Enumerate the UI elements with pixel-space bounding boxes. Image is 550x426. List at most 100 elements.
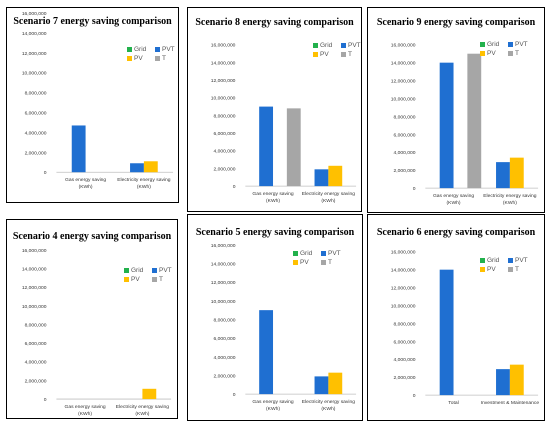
legend-label: PV bbox=[300, 259, 309, 266]
x-tick-label: Total bbox=[448, 400, 458, 406]
x-tick-label: (KWh) bbox=[79, 184, 93, 190]
x-tick-label: Gas energy saving bbox=[64, 404, 105, 410]
y-tick-label: 14,000,000 bbox=[391, 268, 416, 274]
y-tick-label: 0 bbox=[44, 170, 47, 176]
legend-item: PVT bbox=[152, 267, 172, 274]
legend-label: PV bbox=[487, 50, 496, 57]
y-tick-label: 14,000,000 bbox=[391, 61, 416, 67]
legend-item: Grid bbox=[313, 42, 332, 49]
bar-pv bbox=[509, 364, 524, 396]
chart-svg: 0 2,000,000 4,000,000 6,000,000 8,000,000 10,… bbox=[22, 11, 174, 190]
legend-swatch bbox=[341, 42, 346, 48]
legend-label: Grid bbox=[320, 42, 333, 49]
bar-pv bbox=[142, 388, 157, 400]
y-tick-label: 10,000,000 bbox=[22, 304, 47, 310]
legend-item: PVT bbox=[321, 250, 341, 257]
legend-item: PV bbox=[293, 259, 309, 266]
legend-swatch bbox=[313, 51, 318, 57]
legend-swatch bbox=[480, 50, 485, 56]
x-tick-label: Electricity energy saving bbox=[116, 404, 169, 410]
legend-swatch bbox=[508, 257, 513, 263]
legend-label: PV bbox=[487, 266, 496, 273]
legend-label: Grid bbox=[134, 46, 147, 53]
legend-item: PV bbox=[480, 266, 496, 273]
legend-label: PVT bbox=[328, 250, 341, 257]
x-tick-label: (KWh) bbox=[321, 406, 335, 412]
legend-item: T bbox=[508, 50, 519, 57]
x-tick-label: (KWh) bbox=[266, 198, 280, 204]
legend-item: PV bbox=[124, 276, 140, 283]
legend-swatch bbox=[127, 46, 132, 52]
legend-swatch bbox=[152, 276, 157, 282]
legend-item: T bbox=[321, 259, 332, 266]
legend-item: Grid bbox=[293, 250, 312, 257]
x-tick-label: Gas energy saving bbox=[433, 193, 474, 199]
legend-label: T bbox=[348, 51, 352, 58]
y-tick-label: 0 bbox=[44, 397, 47, 403]
legend-swatch bbox=[321, 259, 326, 265]
legend-swatch bbox=[480, 41, 485, 47]
chart-title: Scenario 6 energy saving comparison bbox=[376, 227, 536, 238]
legend-swatch bbox=[480, 257, 485, 263]
y-tick-label: 8,000,000 bbox=[25, 322, 47, 328]
y-tick-label: 10,000,000 bbox=[22, 71, 47, 77]
x-tick-label: (KWh) bbox=[266, 406, 280, 412]
legend-item: Grid bbox=[127, 46, 146, 53]
x-tick-label: Investment & Maintenance bbox=[481, 400, 540, 406]
x-tick-label: (KWh) bbox=[78, 411, 92, 417]
x-tick-label: Gas energy saving bbox=[252, 399, 293, 405]
chart-svg: 0 2,000,000 4,000,000 6,000,000 8,000,000 10,… bbox=[391, 43, 539, 206]
legend-label: PVT bbox=[348, 42, 361, 49]
y-tick-label: 10,000,000 bbox=[391, 96, 416, 102]
y-tick-label: 6,000,000 bbox=[213, 131, 235, 137]
y-tick-label: 6,000,000 bbox=[213, 336, 235, 342]
legend-item: PVT bbox=[155, 46, 175, 53]
chart-panel: 0 2,000,000 4,000,000 6,000,000 8,000,000 10,… bbox=[367, 214, 545, 421]
legend-label: PVT bbox=[515, 41, 528, 48]
y-tick-label: 16,000,000 bbox=[22, 248, 47, 254]
legend-item: PVT bbox=[508, 41, 528, 48]
legend-swatch bbox=[508, 50, 513, 56]
legend-label: T bbox=[328, 259, 332, 266]
legend-swatch bbox=[155, 46, 160, 52]
y-tick-label: 4,000,000 bbox=[25, 130, 47, 136]
chart-title: Scenario 4 energy saving comparison bbox=[12, 231, 172, 242]
y-tick-label: 2,000,000 bbox=[393, 375, 415, 381]
y-tick-label: 8,000,000 bbox=[213, 113, 235, 119]
y-tick-label: 16,000,000 bbox=[211, 43, 236, 49]
y-tick-label: 2,000,000 bbox=[213, 166, 235, 172]
bar-pvt bbox=[439, 269, 454, 396]
legend-swatch bbox=[127, 55, 132, 61]
legend-swatch bbox=[321, 250, 326, 256]
y-tick-label: 4,000,000 bbox=[213, 355, 235, 361]
y-tick-label: 8,000,000 bbox=[393, 114, 415, 120]
legend-item: PV bbox=[480, 50, 496, 57]
x-tick-label: Electricity energy saving bbox=[117, 177, 170, 183]
legend-label: T bbox=[515, 266, 519, 273]
y-tick-label: 16,000,000 bbox=[391, 43, 416, 49]
y-tick-label: 4,000,000 bbox=[393, 357, 415, 363]
y-tick-label: 0 bbox=[413, 186, 416, 192]
bar-t bbox=[286, 108, 301, 187]
y-tick-label: 4,000,000 bbox=[393, 150, 415, 156]
y-tick-label: 12,000,000 bbox=[391, 286, 416, 292]
y-tick-label: 12,000,000 bbox=[211, 280, 236, 286]
y-tick-label: 2,000,000 bbox=[213, 373, 235, 379]
bar-t bbox=[467, 53, 482, 189]
legend-label: PV bbox=[320, 51, 329, 58]
legend-swatch bbox=[124, 267, 129, 273]
bar-pvt bbox=[314, 169, 329, 187]
chart-svg: 0 2,000,000 4,000,000 6,000,000 8,000,000 10,… bbox=[391, 250, 540, 406]
legend-swatch bbox=[155, 55, 160, 61]
legend-swatch bbox=[293, 250, 298, 256]
bar-pv bbox=[328, 165, 343, 187]
x-tick-label: (KWh) bbox=[447, 200, 461, 206]
chart-title: Scenario 5 energy saving comparison bbox=[195, 227, 355, 238]
y-tick-label: 16,000,000 bbox=[391, 250, 416, 256]
y-tick-label: 14,000,000 bbox=[22, 266, 47, 272]
bar-pvt bbox=[439, 62, 454, 189]
chart-panel: 0 2,000,000 4,000,000 6,000,000 8,000,000 10,… bbox=[367, 7, 545, 213]
legend-item: PV bbox=[313, 51, 329, 58]
y-tick-label: 16,000,000 bbox=[22, 11, 47, 17]
x-tick-label: (KWh) bbox=[137, 184, 151, 190]
